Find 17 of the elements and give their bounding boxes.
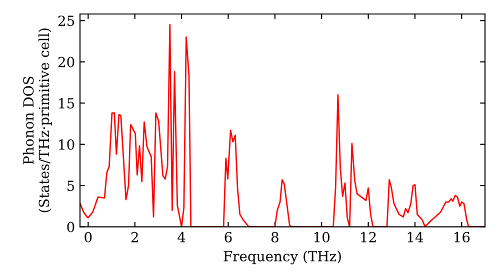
- y-tick-label: 10: [59, 139, 74, 150]
- x-tick-label: 0: [84, 232, 92, 242]
- y-tick-label: 0: [67, 222, 74, 232]
- x-tick-label: 2: [131, 232, 138, 242]
- y-axis-title: Phonon DOS (States/THz·primitive cell): [22, 28, 52, 212]
- x-tick-label: 12: [361, 232, 376, 242]
- y-tick-label: 20: [58, 56, 74, 68]
- x-axis-title: Frequency (THz): [224, 250, 341, 264]
- y-tick-label: 5: [67, 180, 74, 192]
- y-tick-label: 25: [58, 16, 74, 26]
- x-tick-label: 8: [271, 232, 278, 242]
- y-tick-label: 15: [59, 98, 74, 109]
- x-tick-label: 16: [454, 232, 470, 242]
- x-tick-label: 14: [408, 232, 424, 242]
- x-tick-label: 6: [224, 232, 232, 242]
- x-tick-label: 10: [314, 232, 330, 242]
- x-tick-label: 4: [178, 232, 186, 242]
